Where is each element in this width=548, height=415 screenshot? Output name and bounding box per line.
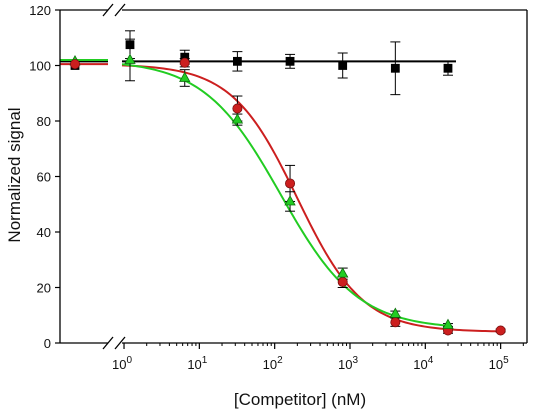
fit-curves [60,58,505,333]
data-point [179,71,191,82]
x-tick-exponent: 4 [428,355,434,366]
x-tick-exponent: 3 [352,355,358,366]
data-markers [69,40,506,336]
fit-curve-sigmoid [60,63,505,333]
y-tick-label: 100 [29,59,51,74]
x-tick-label: 100 [112,355,132,372]
x-tick-label: 102 [263,355,283,372]
y-tick-label: 40 [37,225,51,240]
y-tick-label: 80 [37,114,51,129]
x-tick-label: 101 [187,355,207,372]
data-point [232,103,243,114]
data-point [337,276,348,287]
data-point [231,113,244,124]
data-point [337,267,349,278]
data-point [232,56,242,66]
data-point [390,63,400,73]
y-tick-label: 0 [44,336,51,351]
axis-break-mark [114,336,126,350]
data-point [390,317,401,328]
error-bars [124,30,506,334]
x-tick-label: 103 [338,355,358,372]
data-point [443,63,453,73]
data-point [124,53,136,64]
data-point [284,195,296,206]
data-point [495,325,506,336]
y-axis-title: Normalized signal [5,107,24,242]
fit-curve-sigmoid [60,58,452,327]
data-point [442,318,454,329]
x-tick-exponent: 1 [202,355,208,366]
x-tick-exponent: 5 [503,355,509,366]
x-tick-label: 105 [489,355,509,372]
axis-break-mark [114,3,126,17]
data-point [285,178,296,189]
data-point [285,56,295,66]
data-point [389,307,402,318]
y-tick-label: 60 [37,170,51,185]
y-tick-label: 120 [29,3,51,18]
x-tick-label: 104 [413,355,433,372]
data-point [179,57,190,68]
y-tick-label: 20 [37,281,51,296]
zero-conc-point [70,59,81,70]
data-point [125,40,135,50]
x-axis-title: [Competitor] (nM) [234,390,366,409]
x-tick-exponent: 2 [277,355,283,366]
data-point [338,61,348,70]
axis-break-mark [102,3,114,17]
axis-break-mark [102,336,114,350]
x-tick-exponent: 0 [126,355,132,366]
axes [55,3,528,350]
